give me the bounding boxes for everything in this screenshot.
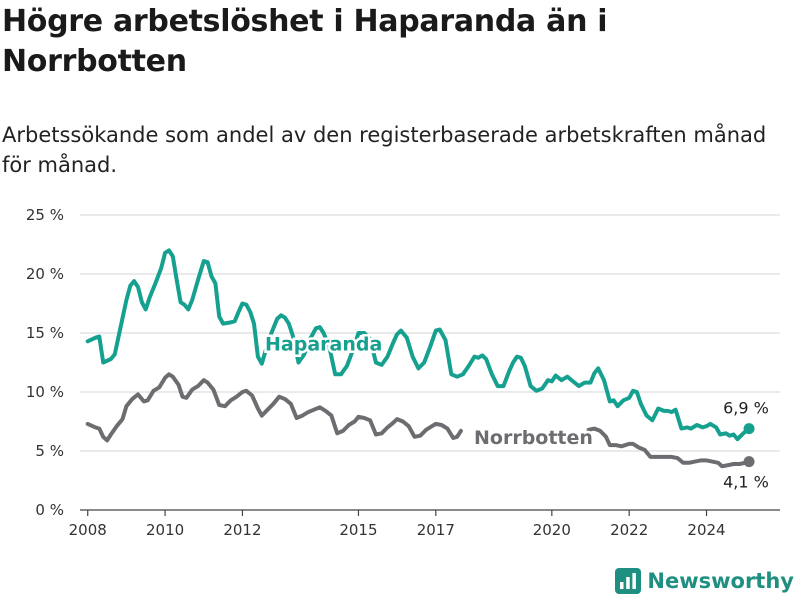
series-label-haparanda: Haparanda — [265, 334, 382, 356]
x-tick-label: 2015 — [339, 521, 377, 539]
x-tick-label: 2022 — [610, 521, 648, 539]
y-tick-label: 0 % — [35, 501, 64, 519]
y-tick-label: 5 % — [35, 442, 64, 460]
series-layer — [85, 248, 755, 469]
series-end-point-haparanda — [743, 423, 755, 435]
series-label-norrbotten: Norrbotten — [474, 427, 593, 449]
x-tick-label: 2017 — [417, 521, 455, 539]
x-tick-label: 2012 — [223, 521, 261, 539]
x-tick-label: 2024 — [687, 521, 725, 539]
y-tick-label: 15 % — [26, 324, 64, 342]
series-line-norrbotten — [85, 372, 463, 443]
end-value-label: 6,9 % — [723, 399, 769, 418]
end-value-label: 4,1 % — [723, 473, 769, 492]
newsworthy-logo: Newsworthy — [615, 568, 794, 594]
grid-layer — [80, 214, 780, 516]
brand-name: Newsworthy — [647, 569, 794, 593]
x-tick-label: 2008 — [69, 521, 107, 539]
bar-chart-logo-icon — [615, 568, 642, 594]
y-tick-label: 25 % — [26, 206, 64, 224]
series-line-norrbotten — [586, 426, 752, 469]
label-layer: 0 % 5 % 10 % 15 % 20 % 25 % 2008 2010 2012 2015 20… — [26, 206, 769, 539]
series-end-point-norrbotten — [743, 456, 755, 468]
x-tick-label: 2010 — [146, 521, 184, 539]
y-tick-label: 10 % — [26, 383, 64, 401]
x-tick-label: 2020 — [533, 521, 571, 539]
chart-subtitle: Arbetssökande som andel av den registerb… — [2, 123, 767, 177]
series-line-haparanda — [85, 248, 752, 442]
chart-title: Högre arbetslöshet i Haparanda än i Norr… — [2, 4, 608, 79]
y-tick-label: 20 % — [26, 265, 64, 283]
